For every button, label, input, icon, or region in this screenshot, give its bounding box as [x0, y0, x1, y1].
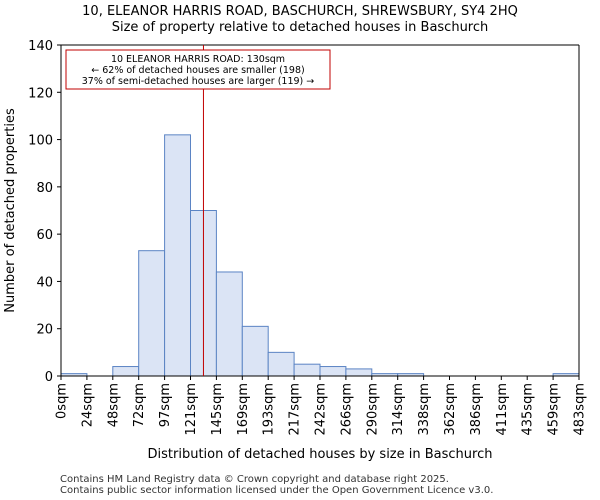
x-tick-label: 435sqm: [521, 383, 536, 436]
bar-217sqm: [293, 363, 321, 377]
x-tick-label: 169sqm: [236, 383, 251, 436]
annotation-line-3: 37% of semi-detached houses are larger (…: [82, 76, 315, 87]
annotation-line-2: ← 62% of detached houses are smaller (19…: [91, 65, 304, 76]
y-tick-label: 40: [36, 275, 53, 290]
y-tick-label: 140: [28, 39, 53, 54]
x-tick-label: 193sqm: [262, 383, 277, 436]
x-tick-label: 290sqm: [365, 383, 380, 436]
x-tick-label: 266sqm: [339, 383, 354, 436]
x-tick-label: 338sqm: [417, 383, 432, 436]
x-tick-label: 72sqm: [132, 383, 147, 427]
chart-title-address: 10, ELEANOR HARRIS ROAD, BASCHURCH, SHRE…: [82, 4, 518, 19]
x-tick-label: 459sqm: [547, 383, 562, 436]
bar-242sqm: [319, 366, 347, 377]
annotation-box: [65, 49, 331, 90]
bar-266sqm: [345, 368, 373, 377]
x-tick-label: 362sqm: [443, 383, 458, 436]
bar-145sqm: [215, 271, 243, 377]
x-tick-label: 145sqm: [210, 383, 225, 436]
footer-licence: Contains public sector information licen…: [60, 485, 494, 496]
bar-48sqm: [112, 366, 140, 377]
y-tick-label: 100: [28, 134, 53, 149]
x-tick-label: 121sqm: [184, 383, 199, 436]
x-tick-label: 242sqm: [314, 383, 329, 436]
y-axis-label: Number of detached properties: [3, 108, 18, 313]
annotation-line-1: 10 ELEANOR HARRIS ROAD: 130sqm: [111, 54, 285, 65]
x-tick-label: 314sqm: [391, 383, 406, 436]
x-tick-label: 483sqm: [573, 383, 588, 436]
bar-72sqm: [138, 250, 166, 377]
y-axis-ticks: 0 20 40 60 80 100 120 140: [28, 39, 61, 385]
x-tick-label: 217sqm: [288, 383, 303, 436]
y-tick-label: 0: [45, 370, 53, 385]
x-tick-label: 24sqm: [80, 383, 95, 427]
bars-group: [60, 134, 580, 377]
x-axis-ticks: 0sqm 24sqm 48sqm 72sqm 97sqm 121sqm 145sqm 169s…: [55, 376, 588, 436]
x-axis-label: Distribution of detached houses by size …: [148, 447, 493, 462]
x-tick-label: 0sqm: [55, 383, 70, 419]
bar-169sqm: [241, 325, 269, 377]
y-tick-label: 60: [36, 228, 53, 243]
footer-copyright: Contains HM Land Registry data © Crown c…: [60, 474, 449, 485]
chart-subtitle: Size of property relative to detached ho…: [111, 20, 489, 35]
x-tick-label: 48sqm: [106, 383, 121, 427]
y-tick-label: 120: [28, 86, 53, 101]
x-tick-label: 97sqm: [158, 383, 173, 427]
x-tick-label: 386sqm: [469, 383, 484, 436]
x-tick-label: 411sqm: [495, 383, 510, 436]
y-tick-label: 20: [36, 323, 53, 338]
y-tick-label: 80: [36, 181, 53, 196]
bar-193sqm: [267, 351, 295, 377]
bar-97sqm: [164, 134, 192, 377]
